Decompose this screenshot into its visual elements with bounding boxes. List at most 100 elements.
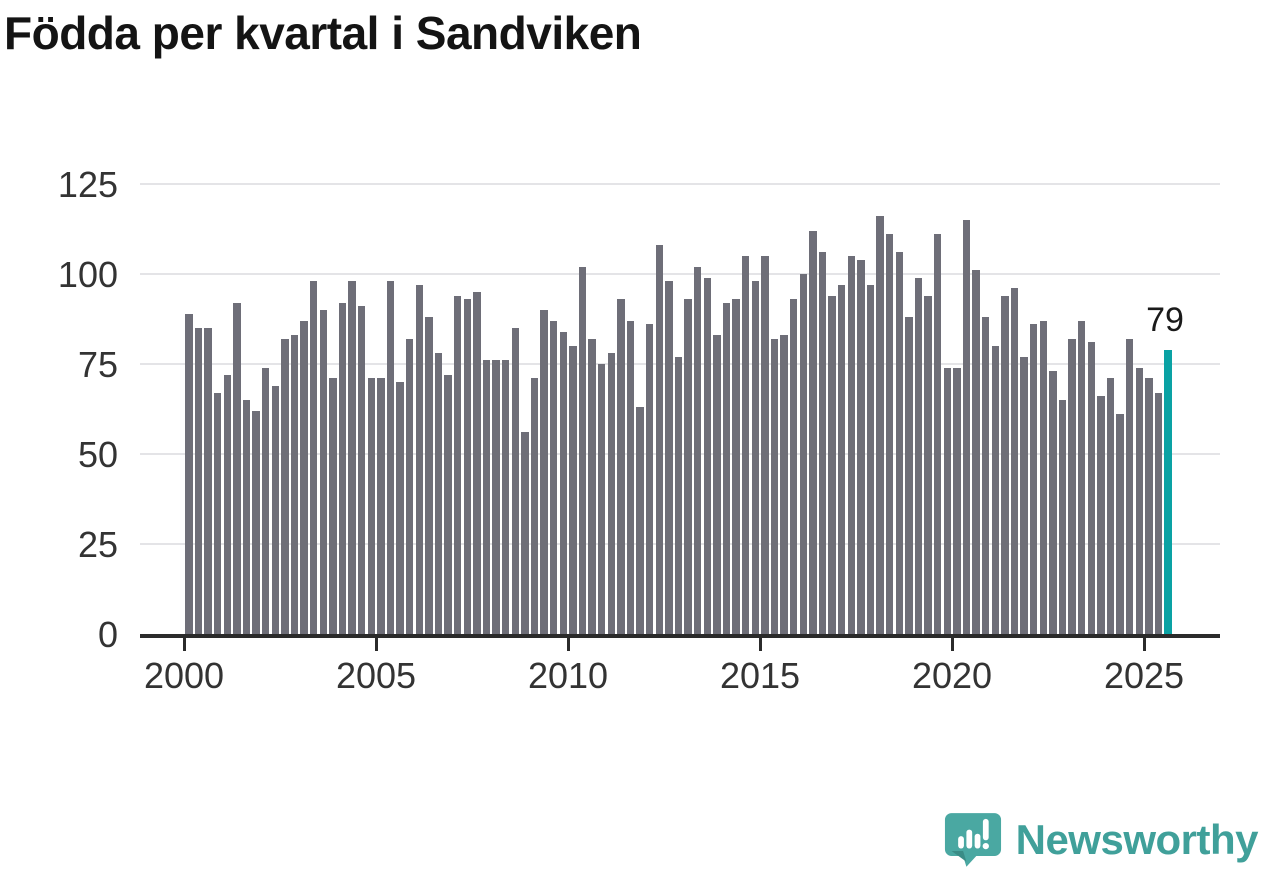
- bar: [866, 284, 875, 634]
- x-axis-label: 2000: [143, 655, 225, 696]
- newsworthy-logo-icon: [940, 804, 1006, 875]
- bar: [953, 367, 961, 634]
- bar: [732, 299, 740, 634]
- bar: [943, 367, 951, 634]
- bar: [482, 360, 491, 634]
- gridline: [140, 183, 1220, 185]
- gridline: [140, 273, 1220, 275]
- bar: [473, 292, 481, 634]
- bar: [981, 317, 990, 634]
- bar: [645, 324, 654, 634]
- bar: [636, 407, 644, 634]
- bar: [501, 360, 510, 634]
- bar: [895, 252, 903, 634]
- bar: [463, 299, 471, 634]
- bar: [780, 335, 788, 634]
- bar: [818, 252, 827, 634]
- bar: [713, 335, 721, 634]
- bar: [549, 320, 558, 634]
- bar: [847, 256, 855, 634]
- x-axis-tick: [374, 638, 378, 651]
- x-axis-line: [140, 634, 1220, 638]
- bar: [242, 400, 251, 634]
- x-axis-label: 2025: [1103, 655, 1185, 696]
- bar: [185, 313, 193, 634]
- bar: [194, 328, 203, 634]
- bar: [588, 338, 596, 634]
- bar: [281, 338, 289, 634]
- bar: [885, 234, 894, 634]
- x-axis-tick: [566, 638, 570, 651]
- bar: [1049, 371, 1057, 634]
- bar: [828, 295, 836, 634]
- bar: [1154, 392, 1163, 634]
- bar: [674, 356, 683, 634]
- y-axis-label: 125: [57, 164, 118, 205]
- bar: [1020, 356, 1028, 634]
- bar: [348, 281, 356, 634]
- x-axis-label: 2015: [719, 655, 801, 696]
- bar: [329, 378, 337, 634]
- bar: [453, 295, 462, 634]
- bar: [1039, 320, 1047, 634]
- bar: [521, 432, 529, 634]
- bar: [357, 306, 366, 634]
- bar: [290, 335, 299, 634]
- bar: [684, 299, 692, 634]
- x-axis-label: 2020: [911, 655, 993, 696]
- bar: [1010, 288, 1019, 634]
- bar: [377, 378, 385, 634]
- y-axis-label: 75: [77, 344, 118, 385]
- bar: [1058, 400, 1067, 634]
- bar: [396, 382, 404, 634]
- brand-footer: Newsworthy: [940, 804, 1259, 875]
- bar: [405, 338, 414, 634]
- bar: [223, 374, 231, 634]
- bar: [924, 295, 932, 634]
- bar: [1145, 378, 1153, 634]
- page-title: Födda per kvartal i Sandviken: [4, 7, 642, 59]
- bar: [761, 256, 769, 634]
- bar: [559, 331, 567, 634]
- bar: [914, 277, 923, 634]
- brand-name: Newsworthy: [1015, 815, 1259, 863]
- highlight-bar: [1164, 349, 1172, 634]
- bar: [1125, 338, 1134, 634]
- bar: [597, 364, 606, 634]
- bar: [972, 270, 980, 634]
- y-axis-label: 0: [97, 614, 118, 655]
- y-axis-label: 50: [77, 434, 118, 475]
- bar: [703, 277, 711, 634]
- bar: [837, 284, 846, 634]
- bar: [271, 385, 279, 634]
- bar: [1029, 324, 1038, 634]
- bar: [809, 230, 817, 634]
- bar: [338, 302, 347, 634]
- bar: [578, 266, 587, 634]
- bar: [1077, 320, 1086, 634]
- bar: [425, 317, 433, 634]
- bar: [252, 410, 260, 634]
- bar: [261, 367, 270, 634]
- bar: [665, 281, 673, 634]
- bar: [213, 392, 222, 634]
- bar: [367, 378, 375, 634]
- bar: [1097, 396, 1105, 634]
- bar: [415, 284, 423, 634]
- bar: [751, 281, 759, 634]
- bar: [962, 220, 971, 634]
- bar: [655, 245, 663, 634]
- bar: [991, 346, 999, 634]
- bar: [492, 360, 500, 634]
- bar: [511, 328, 519, 634]
- bar: [319, 310, 327, 634]
- bar: [569, 346, 577, 634]
- x-axis-label: 2005: [335, 655, 417, 696]
- bar: [933, 234, 942, 634]
- bar: [1116, 414, 1124, 634]
- bar: [1106, 378, 1115, 634]
- bar: [626, 320, 635, 634]
- bar: [1087, 342, 1095, 634]
- bar: [789, 299, 798, 634]
